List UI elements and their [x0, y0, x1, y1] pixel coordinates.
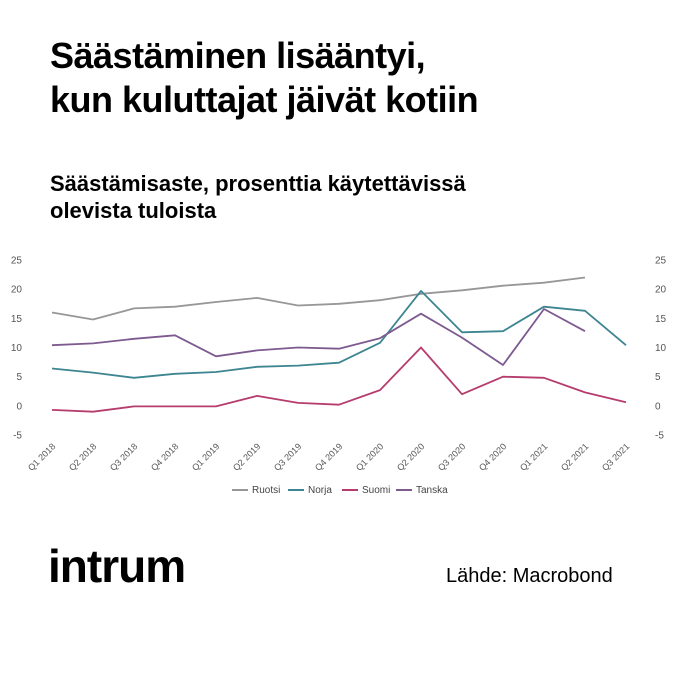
x-tick-label: Q2 2021 [559, 441, 590, 472]
chart-subtitle: Säästämisaste, prosenttia käytettävissä … [50, 170, 650, 224]
x-tick-label: Q3 2019 [272, 441, 303, 472]
legend-label-tanska: Tanska [416, 485, 448, 496]
y-tick-label-right: -5 [655, 431, 664, 442]
chart-subtitle-line-2: olevista tuloista [50, 198, 217, 223]
chart-title-line-2: kun kuluttajat jäivät kotiin [50, 79, 479, 120]
x-tick-label: Q3 2020 [436, 441, 467, 472]
y-tick-label-right: 0 [655, 401, 661, 412]
legend-label-norja: Norja [308, 485, 332, 496]
x-tick-label: Q3 2018 [108, 441, 139, 472]
y-tick-label-left: 25 [11, 256, 23, 267]
chart-title: Säästäminen lisääntyi, kun kuluttajat jä… [50, 34, 650, 122]
source-note: Lähde: Macrobond [446, 565, 613, 587]
line-chart: 25 25 20 20 15 15 10 10 5 5 0 0 -5 -5 Q1 2018 Q2 2018 Q3… [11, 256, 667, 497]
series-line-suomi [51, 346, 627, 413]
x-tick-label: Q4 2020 [477, 441, 508, 472]
y-tick-label-left: 0 [16, 401, 22, 412]
x-tick-label: Q1 2020 [354, 441, 385, 472]
x-tick-label: Q2 2018 [67, 441, 98, 472]
y-tick-label-right: 5 [655, 372, 661, 383]
x-tick-label: Q2 2019 [231, 441, 262, 472]
x-tick-label: Q2 2020 [395, 441, 426, 472]
x-tick-label: Q1 2019 [190, 441, 221, 472]
y-tick-label-left: 10 [11, 343, 23, 354]
y-tick-label-right: 20 [655, 285, 667, 296]
y-tick-label-right: 25 [655, 256, 667, 267]
y-tick-label-left: 5 [16, 372, 22, 383]
chart-subtitle-line-1: Säästämisaste, prosenttia käytettävissä [50, 171, 466, 196]
series-line-tanska [51, 308, 586, 366]
x-tick-label: Q1 2021 [518, 441, 549, 472]
y-tick-label-left: 20 [11, 285, 23, 296]
y-tick-label-left: 15 [11, 314, 23, 325]
x-tick-label: Q3 2021 [600, 441, 631, 472]
x-tick-label: Q4 2019 [313, 441, 344, 472]
series-line-norja [51, 290, 627, 379]
y-tick-label-right: 15 [655, 314, 667, 325]
y-tick-label-right: 10 [655, 343, 667, 354]
series-line-ruotsi [51, 276, 586, 321]
y-tick-label-left: -5 [13, 431, 22, 442]
legend-label-suomi: Suomi [362, 485, 390, 496]
intrum-logo: intrum [48, 540, 186, 592]
legend-label-ruotsi: Ruotsi [252, 485, 280, 496]
x-tick-label: Q1 2018 [26, 441, 57, 472]
x-tick-label: Q4 2018 [149, 441, 180, 472]
chart-title-line-1: Säästäminen lisääntyi, [50, 35, 426, 76]
